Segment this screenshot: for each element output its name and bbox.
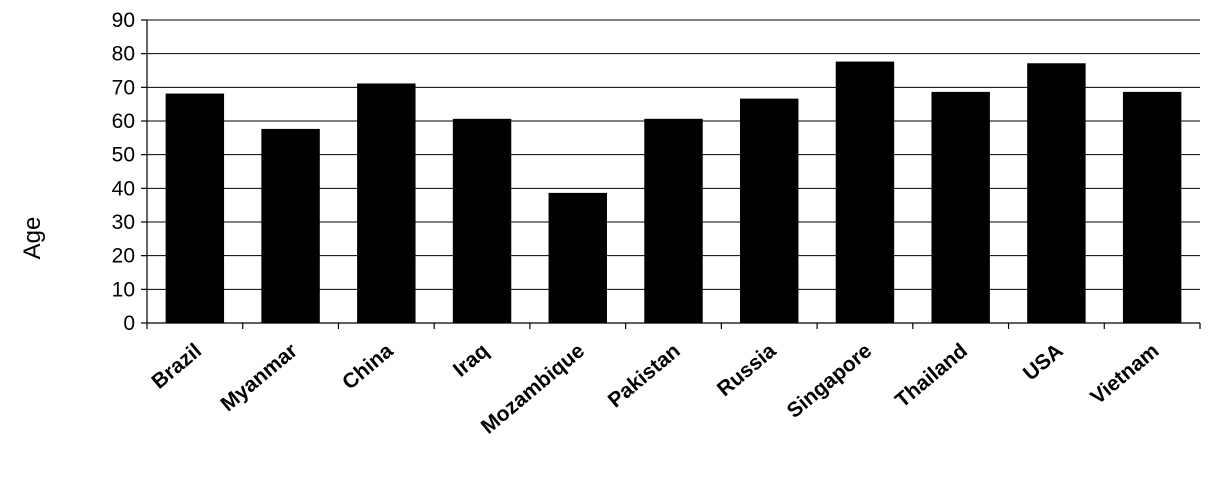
bar-iraq <box>452 118 512 324</box>
y-tick-label-10: 10 <box>112 278 135 301</box>
x-tick-label-pakistan: Pakistan <box>604 339 685 412</box>
y-tick-label-80: 80 <box>112 43 135 66</box>
bar-mozambique <box>548 192 607 324</box>
bars <box>165 61 1182 324</box>
y-tick-label-0: 0 <box>123 312 135 335</box>
bar-pakistan <box>644 118 703 324</box>
bar-brazil <box>165 93 225 324</box>
y-axis-label: Age <box>19 217 46 260</box>
bar-thailand <box>931 91 990 324</box>
bar-myanmar <box>261 128 320 324</box>
bar-singapore <box>835 61 895 324</box>
x-tick-label-brazil: Brazil <box>147 339 206 393</box>
y-tick-label-20: 20 <box>112 245 135 268</box>
axes <box>141 19 1201 329</box>
y-tick-label-70: 70 <box>112 76 135 99</box>
y-tick-label-30: 30 <box>112 211 135 234</box>
x-tick-label-russia: Russia <box>713 339 781 401</box>
y-tick-label-90: 90 <box>112 9 135 32</box>
bar-usa <box>1027 63 1086 324</box>
x-tick-label-vietnam: Vietnam <box>1086 339 1163 409</box>
x-tick-label-mozambique: Mozambique <box>477 339 589 438</box>
x-tick-label-usa: USA <box>1019 339 1068 385</box>
x-tick-label-singapore: Singapore <box>783 339 876 423</box>
x-tick-label-thailand: Thailand <box>891 339 972 412</box>
y-tick-label-50: 50 <box>112 144 135 167</box>
x-tick-label-china: China <box>338 339 398 394</box>
bar-china <box>357 83 416 324</box>
y-tick-label-40: 40 <box>112 177 135 200</box>
bar-vietnam <box>1122 91 1182 324</box>
y-tick-label-60: 60 <box>112 110 135 133</box>
y-tick-labels: 0 10 20 30 40 50 60 70 80 90 <box>112 9 135 335</box>
x-tick-label-myanmar: Myanmar <box>216 339 301 416</box>
x-tick-label-iraq: Iraq <box>449 339 493 381</box>
bar-russia <box>740 98 799 324</box>
